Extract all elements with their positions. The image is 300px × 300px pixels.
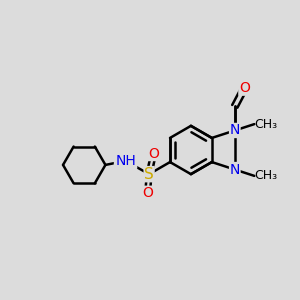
Text: N: N (230, 124, 240, 137)
Text: CH₃: CH₃ (254, 118, 278, 130)
Text: O: O (148, 146, 159, 161)
Text: O: O (142, 186, 153, 200)
Text: N: N (230, 163, 240, 176)
Text: NH: NH (115, 154, 136, 168)
Text: S: S (144, 167, 154, 182)
Text: O: O (239, 81, 250, 95)
Text: CH₃: CH₃ (254, 169, 278, 182)
